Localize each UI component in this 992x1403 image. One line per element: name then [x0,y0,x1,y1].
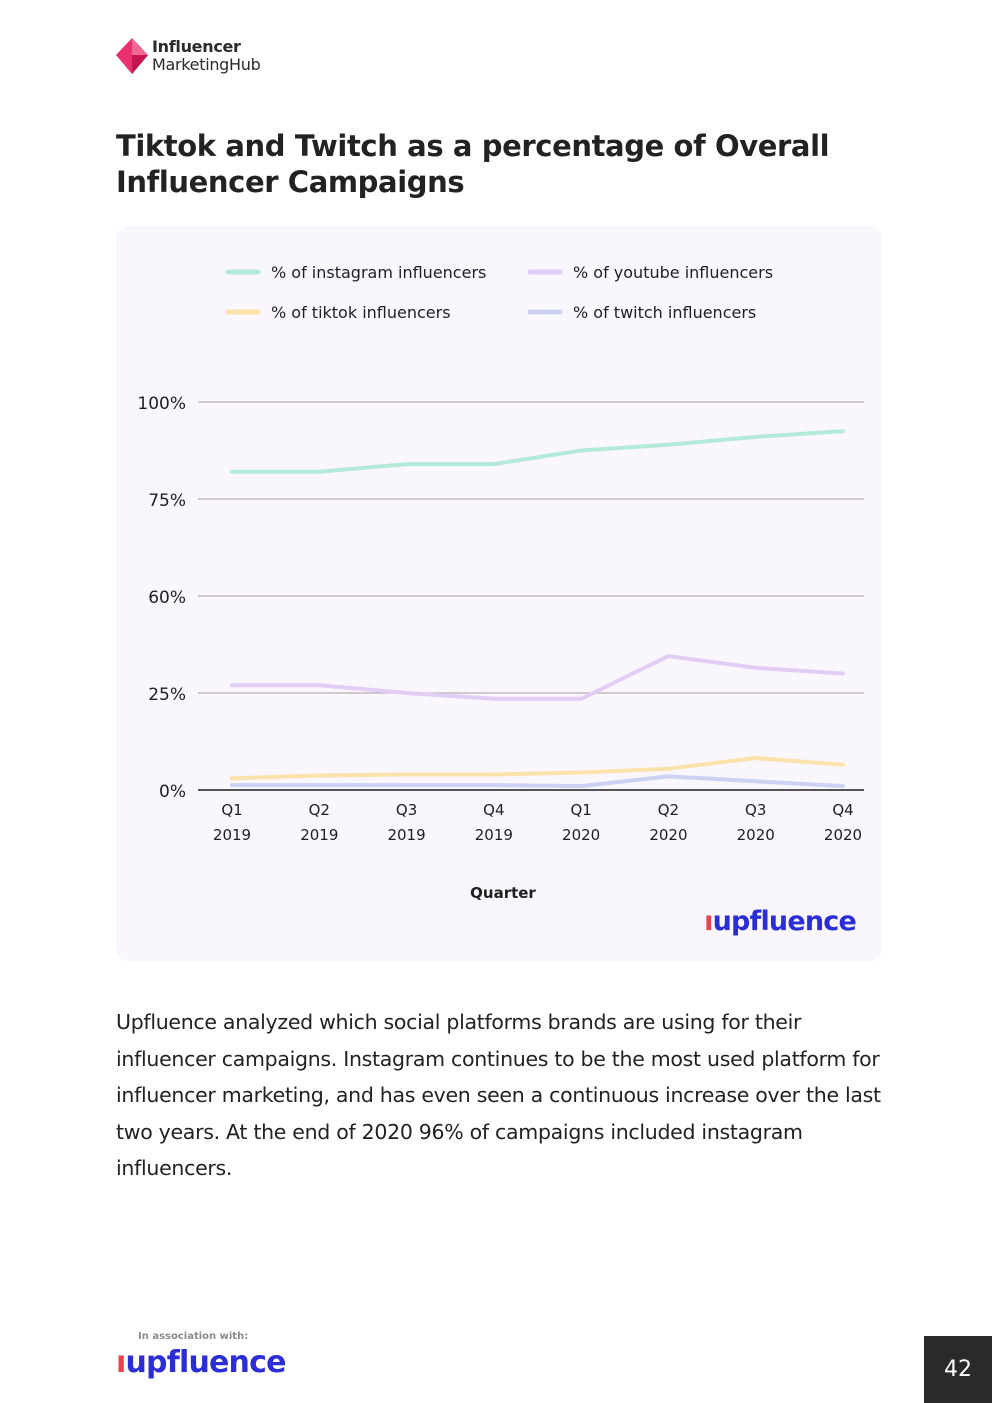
x-tick-label: 2019 [387,826,425,844]
series-line [230,756,845,781]
x-tick-label: 2020 [824,826,862,844]
association-label: In association with: [138,1331,249,1342]
legend-label: % of youtube influencers [573,263,773,282]
page-title: Tiktok and Twitch as a percentage of Ove… [116,129,830,199]
y-tick-label: 25% [148,685,186,705]
chart-card: 100% 75% 60% 25% 0% Q1 2019 Q2 2019 Q3 2019 Q4 2019 Q… [116,226,882,962]
x-tick-label: Q1 [570,801,591,819]
x-tick-label: 2019 [475,826,513,844]
x-tick-label: Q4 [483,801,504,819]
upfluence-footer-logo: ıupfluence [116,1345,286,1380]
legend-label: % of tiktok influencers [271,303,451,322]
series-line [230,774,845,789]
legend-label: % of instagram influencers [271,263,486,282]
y-tick-label: 75% [148,491,186,511]
brand-line2: MarketingHub [152,55,261,74]
page-number: 42 [924,1336,992,1403]
brand-line1: Influencer [152,37,241,56]
x-tick-label: Q1 [221,801,242,819]
x-tick-label: 2019 [300,826,338,844]
series-line [230,429,845,474]
x-tick-label: 2020 [562,826,600,844]
y-tick-label: 0% [159,782,186,802]
x-tick-label: 2020 [649,826,687,844]
x-tick-label: Q2 [309,801,330,819]
line-chart: 100% 75% 60% 25% 0% Q1 2019 Q2 2019 Q3 2019 Q4 2019 Q… [137,263,864,902]
x-tick-label: Q3 [745,801,766,819]
legend-label: % of twitch influencers [573,303,756,322]
diamond-logo-icon [116,38,148,74]
x-tick-label: 2020 [737,826,775,844]
x-tick-label: Q2 [658,801,679,819]
y-tick-label: 60% [148,588,186,608]
y-tick-label: 100% [137,394,186,414]
brand-logo: Influencer MarketingHub [116,38,286,78]
body-paragraph: Upfluence analyzed which social platform… [116,1010,881,1180]
x-tick-label: Q4 [832,801,853,819]
x-tick-label: Q3 [396,801,417,819]
upfluence-chart-logo: ıupfluence [704,906,857,937]
x-tick-label: 2019 [213,826,251,844]
x-axis-label: Quarter [470,884,536,902]
series-line [230,654,845,701]
